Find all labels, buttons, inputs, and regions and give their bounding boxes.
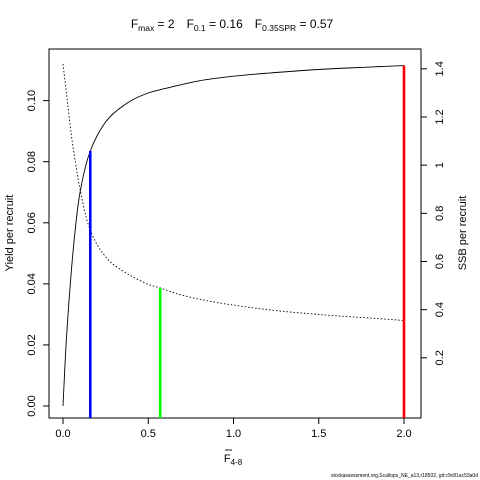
y-right-tick-label: 1.4 <box>434 61 446 76</box>
footer-source: stockassessment.org,Scallops_NE_a13,r185… <box>331 473 478 479</box>
y-right-tick-label: 0.8 <box>434 206 446 221</box>
y-left-axis-label: Yield per recruit <box>4 195 16 272</box>
fspr-subscript: 0.35SPR <box>262 23 296 33</box>
fmax-value: = 2 <box>154 17 175 31</box>
y-left-tick-label: 0.08 <box>26 151 38 172</box>
fmax-label: F <box>131 17 138 31</box>
ssb-per-recruit-line <box>62 63 405 321</box>
y-right-tick-label: 0.6 <box>434 254 446 269</box>
y-left-tick-label: 0.06 <box>26 212 38 233</box>
series-layer <box>62 63 405 407</box>
y-right-axis-label: SSB per recruit <box>457 196 469 271</box>
x-axis-label-main: F <box>224 453 231 465</box>
f01-subscript: 0.1 <box>194 23 206 33</box>
fspr-label: F <box>255 17 262 31</box>
x-axis-label: F4-8 <box>224 453 243 467</box>
fspr-value: = 0.57 <box>296 17 333 31</box>
x-tick-label: 0.0 <box>55 428 70 440</box>
x-axis-label-sub: 4-8 <box>231 458 243 467</box>
y-left-tick-label: 0.00 <box>26 395 38 416</box>
x-axis: 0.0 0.5 1.0 1.5 2.0 <box>55 418 412 440</box>
fmax-subscript: max <box>138 23 155 33</box>
yield-per-recruit-line <box>62 65 405 407</box>
y-left-tick-label: 0.02 <box>26 334 38 355</box>
reference-lines <box>88 65 406 418</box>
y-right-tick-label: 0.4 <box>434 302 446 317</box>
y-right-tick-label: 1.2 <box>434 109 446 124</box>
y-left-tick-label: 0.04 <box>26 273 38 294</box>
x-tick-label: 0.5 <box>141 428 156 440</box>
f01-label: F <box>187 17 194 31</box>
y-right-tick-label: 0.2 <box>434 350 446 365</box>
f01-value: = 0.16 <box>206 17 243 31</box>
y-left-axis: 0.00 0.02 0.04 0.06 0.08 0.10 <box>26 90 49 417</box>
y-right-axis: 0.2 0.4 0.6 0.8 1 1.2 1.4 <box>421 61 446 365</box>
x-tick-label: 1.5 <box>311 428 326 440</box>
chart-title: Fmax = 2 F0.1 = 0.16 F0.35SPR = 0.57 <box>131 17 334 33</box>
x-tick-label: 1.0 <box>226 428 241 440</box>
plot-frame <box>48 48 422 419</box>
y-left-tick-label: 0.10 <box>26 90 38 111</box>
y-right-tick-label: 1 <box>434 162 446 168</box>
x-tick-label: 2.0 <box>396 428 411 440</box>
